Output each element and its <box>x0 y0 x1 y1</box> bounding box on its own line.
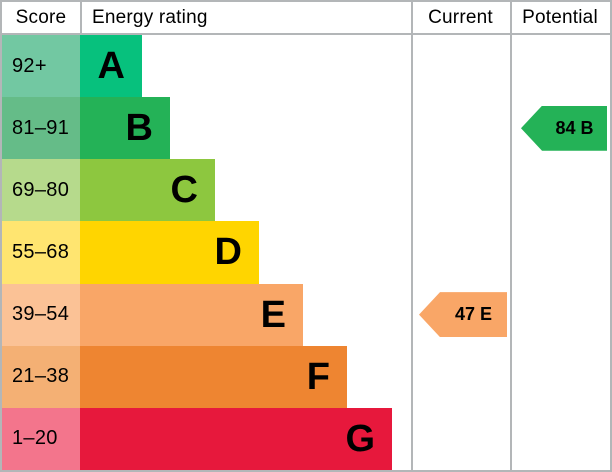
potential-rating-arrow: 84 B <box>521 105 607 151</box>
band-letter: G <box>345 417 375 460</box>
band-bar: G <box>80 407 392 470</box>
band-bar: B <box>80 97 170 160</box>
potential-rating-label: 84 B <box>555 117 594 138</box>
band-bar: C <box>80 159 215 222</box>
potential-header: Potential <box>522 6 598 28</box>
score-range-label: 81–91 <box>2 97 80 160</box>
energy-rating-header: Energy rating <box>92 6 208 28</box>
band-row-a: 92+ A <box>2 35 409 98</box>
band-row-d: 55–68 D <box>2 221 409 284</box>
score-range-label: 69–80 <box>2 159 80 222</box>
score-range-label: 21–38 <box>2 345 80 408</box>
band-letter: C <box>170 169 198 212</box>
current-rating-label: 47 E <box>454 304 493 325</box>
band-row-f: 21–38 F <box>2 345 409 408</box>
band-letter: B <box>125 107 153 150</box>
header-underline <box>2 33 610 35</box>
band-bar: F <box>80 345 347 408</box>
score-range-label: 55–68 <box>2 221 80 284</box>
band-letter: F <box>306 355 330 398</box>
band-bar: D <box>80 221 259 284</box>
band-bar: A <box>80 35 142 98</box>
band-row-e: 39–54 E <box>2 283 409 346</box>
band-row-b: 81–91 B <box>2 97 409 160</box>
band-rows: 92+ A 81–91 B 69–80 C 55–68 D 39–54 E 21… <box>2 35 409 470</box>
score-range-label: 1–20 <box>2 407 80 470</box>
score-range-label: 39–54 <box>2 283 80 346</box>
band-letter: D <box>214 231 242 274</box>
potential-column-divider <box>510 2 512 470</box>
band-bar: E <box>80 283 303 346</box>
current-header: Current <box>428 6 493 28</box>
band-row-g: 1–20 G <box>2 407 409 470</box>
band-letter: A <box>97 45 125 88</box>
band-row-c: 69–80 C <box>2 159 409 222</box>
band-letter: E <box>260 293 286 336</box>
score-range-label: 92+ <box>2 35 80 98</box>
score-rating-divider <box>80 2 82 33</box>
current-rating-arrow: 47 E <box>419 292 507 338</box>
score-header: Score <box>15 6 67 28</box>
current-column-divider <box>411 2 413 470</box>
